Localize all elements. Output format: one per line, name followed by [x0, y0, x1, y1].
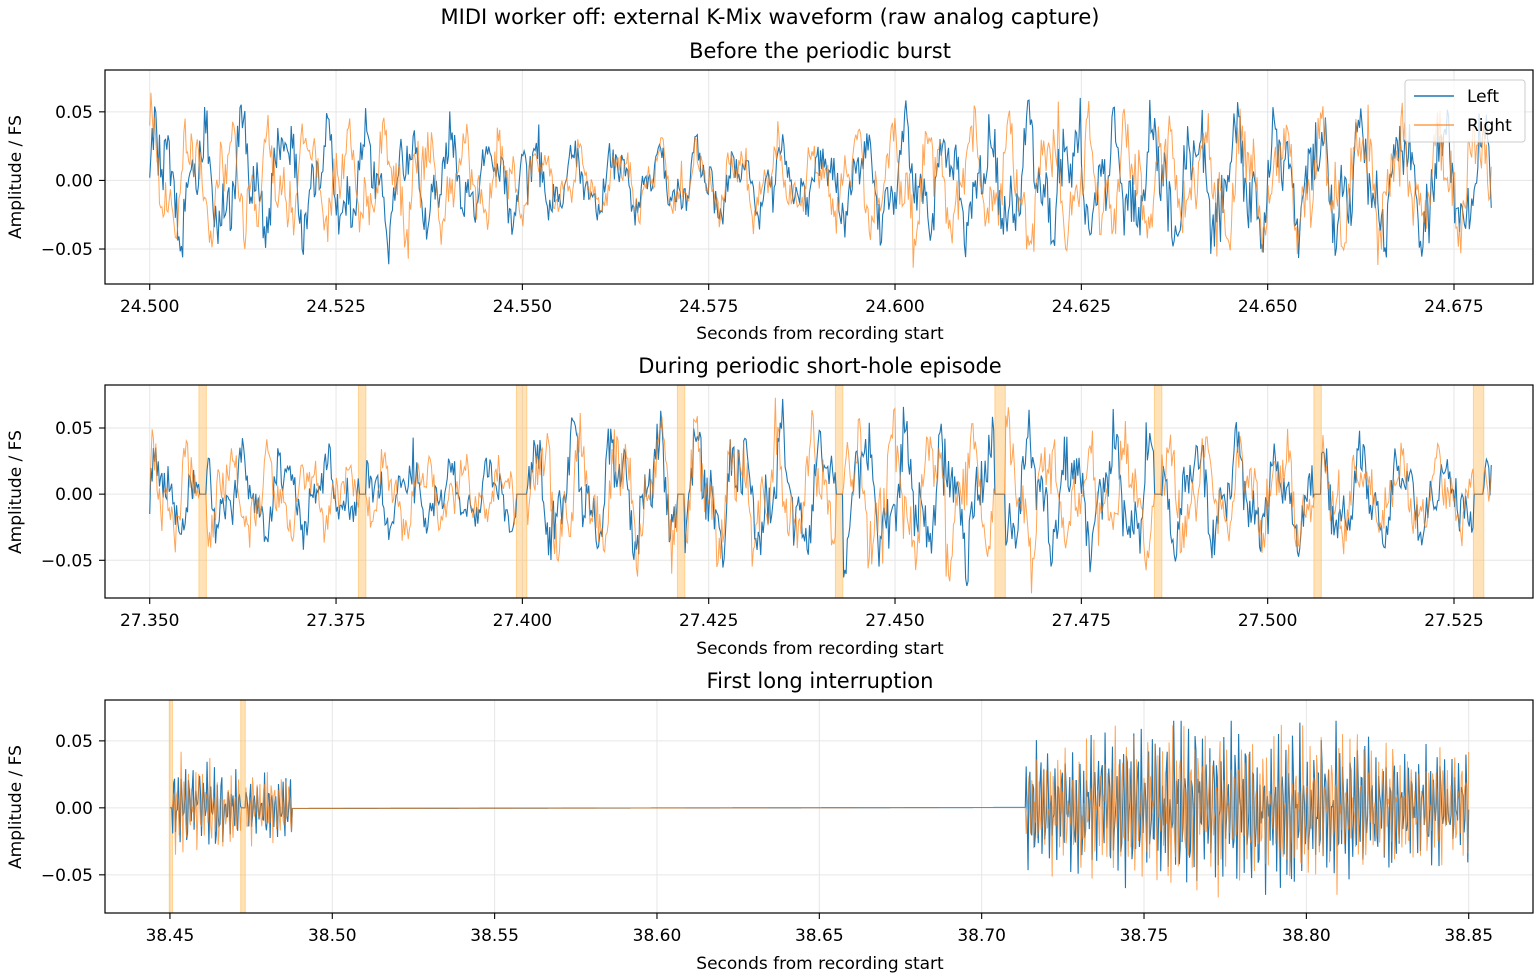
panel-3-xlabel: Seconds from recording start: [696, 954, 944, 974]
panel-1-xtick-label-7: 24.675: [1424, 297, 1483, 317]
panel-1-xtick-label-2: 24.550: [493, 297, 552, 317]
panel-1-xtick-label-1: 24.525: [306, 297, 365, 317]
panel-3-xtick-label-3: 38.60: [633, 926, 682, 946]
panel-3-y-ticks: −0.05 0.00 0.05: [41, 732, 105, 886]
panel-3-ylabel: Amplitude / FS: [6, 745, 26, 869]
panel-1-plot-area: [149, 92, 1492, 268]
panel-1-title: Before the periodic burst: [689, 39, 951, 63]
panel-2-plot-area: [149, 397, 1492, 594]
panel-3-ytick-label-0: −0.05: [41, 866, 93, 886]
panel-3-xtick-label-5: 38.70: [957, 926, 1006, 946]
panel-2-hole-span-2: [515, 384, 528, 599]
panel-3-plot-area: [169, 720, 1470, 898]
panel-2-hole-span-5: [994, 384, 1006, 599]
panel-before-burst: Before the periodic burst 24.500 24.525 24…: [6, 39, 1534, 344]
panel-2-xtick-label-7: 27.525: [1424, 611, 1483, 631]
panel-3-xtick-label-1: 38.50: [308, 926, 357, 946]
panel-3-x-ticks: 38.45 38.50 38.55 38.60 38.65 38.70 38.75 38.80…: [146, 913, 1493, 946]
panel-2-y-ticks: −0.05 0.00 0.05: [41, 419, 105, 571]
panel-2-title: During periodic short-hole episode: [638, 354, 1001, 378]
panel-2-hole-spans: [198, 384, 1485, 599]
panel-3-ytick-label-1: 0.00: [55, 799, 93, 819]
panel-3-ytick-label-2: 0.05: [55, 732, 93, 752]
legend: Left Right: [1404, 79, 1526, 143]
panel-2-x-ticks: 27.350 27.375 27.400 27.425 27.450 27.475 27.5…: [120, 598, 1484, 631]
panel-1-xtick-label-6: 24.650: [1238, 297, 1297, 317]
panel-2-hole-span-0: [198, 384, 207, 599]
panel-3-title: First long interruption: [707, 669, 934, 693]
panel-2-hole-span-8: [1472, 384, 1485, 599]
panel-2-ytick-label-1: 0.00: [55, 485, 93, 505]
panel-2-xtick-label-3: 27.425: [679, 611, 738, 631]
figure-suptitle: MIDI worker off: external K-Mix waveform…: [441, 5, 1100, 29]
panel-2-ytick-label-0: −0.05: [41, 551, 93, 571]
panel-2-axes-frame: [104, 384, 1534, 599]
panel-3-series-right-line: [169, 724, 1470, 898]
panel-1-series-left-line: [149, 97, 1492, 265]
panel-3-xtick-label-2: 38.55: [470, 926, 519, 946]
legend-right-label: Right: [1467, 116, 1512, 136]
panel-2-xtick-label-2: 27.400: [493, 611, 552, 631]
panel-2-xtick-label-0: 27.350: [120, 611, 179, 631]
panel-1-xtick-label-4: 24.600: [865, 297, 924, 317]
panel-2-xtick-label-5: 27.475: [1052, 611, 1111, 631]
panel-3-xtick-label-7: 38.80: [1282, 926, 1331, 946]
panel-1-ytick-label-0: −0.05: [41, 240, 93, 260]
panel-1-xtick-label-3: 24.575: [679, 297, 738, 317]
panel-3-gridlines: [105, 700, 1533, 913]
panel-1-series-right-line: [149, 92, 1492, 268]
panel-1-ylabel: Amplitude / FS: [6, 115, 26, 239]
legend-left-label: Left: [1467, 87, 1499, 107]
panel-3-xtick-label-4: 38.65: [795, 926, 844, 946]
panel-1-y-ticks: −0.05 0.00 0.05: [41, 103, 105, 260]
panel-1-xlabel: Seconds from recording start: [696, 324, 944, 344]
panel-short-hole-episode: During periodic short-hole episode 27.35…: [6, 354, 1534, 659]
panel-2-ylabel: Amplitude / FS: [6, 430, 26, 554]
panel-1-x-ticks: 24.500 24.525 24.550 24.575 24.600 24.625 24.6…: [120, 284, 1484, 317]
panel-2-ytick-label-2: 0.05: [55, 419, 93, 439]
panel-3-xtick-label-8: 38.85: [1444, 926, 1493, 946]
panel-2-xlabel: Seconds from recording start: [696, 639, 944, 659]
panel-2-xtick-label-6: 27.500: [1238, 611, 1297, 631]
panel-1-xtick-label-0: 24.500: [120, 297, 179, 317]
panel-3-hole-span-1: [240, 699, 246, 914]
panel-1-axes-frame: [104, 69, 1534, 285]
panel-1-xtick-label-5: 24.625: [1052, 297, 1111, 317]
panel-1-ytick-label-2: 0.05: [55, 103, 93, 123]
panel-3-xtick-label-6: 38.75: [1120, 926, 1169, 946]
panel-3-xtick-label-0: 38.45: [146, 926, 195, 946]
panel-2-series-right-line: [149, 397, 1492, 594]
panel-first-long-interruption: First long interruption 38.45 38.50 38.55 3…: [6, 669, 1534, 974]
panel-2-hole-span-3: [676, 384, 686, 599]
panel-2-series-left-line: [149, 398, 1492, 587]
panel-2-xtick-label-1: 27.375: [306, 611, 365, 631]
panel-1-ytick-label-1: 0.00: [55, 171, 93, 191]
panel-2-xtick-label-4: 27.450: [865, 611, 924, 631]
